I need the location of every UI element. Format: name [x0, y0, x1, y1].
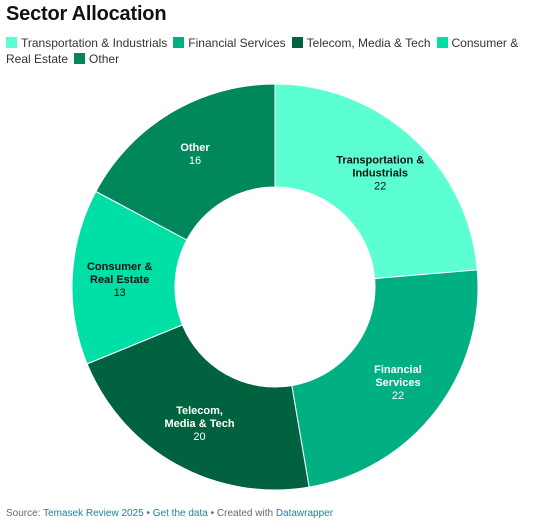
slice-category-label: Industrials [352, 168, 408, 180]
legend-label: Transportation & Industrials [21, 36, 168, 50]
legend-label: Other [89, 52, 120, 66]
slice-category-label: Transportation & [336, 155, 424, 167]
legend-swatch [436, 37, 448, 48]
slice-category-label: Real Estate [90, 274, 149, 286]
get-data-link[interactable]: Get the data [152, 508, 208, 519]
legend-item: Transportation & Industrials [6, 36, 167, 50]
legend: Transportation & Industrials Financial Se… [6, 35, 526, 67]
legend-label: Consumer & Real Estate [6, 36, 519, 66]
donut-slice [71, 190, 188, 365]
slice-value-label: 22 [374, 181, 386, 193]
source-link[interactable]: Temasek Review 2025 [43, 508, 144, 519]
chart-title: Sector Allocation [6, 3, 167, 25]
legend-item: Financial Services [173, 36, 286, 50]
created-prefix: Created with [216, 508, 274, 519]
separator: • [210, 508, 215, 519]
legend-item: Telecom, Media & Tech [291, 36, 431, 50]
slice-value-label: 20 [193, 431, 205, 443]
donut-slice [95, 83, 276, 241]
datawrapper-link[interactable]: Datawrapper [275, 508, 334, 519]
slice-category-label: Services [375, 377, 420, 389]
legend-item: Consumer & Real Estate [6, 36, 518, 66]
source-prefix: Source: [6, 508, 41, 519]
donut-slice [291, 269, 479, 488]
legend-swatch [173, 37, 185, 48]
slice-value-label: 22 [392, 390, 404, 402]
slice-category-label: Other [180, 142, 210, 154]
legend-swatch [291, 37, 303, 48]
legend-item: Other [74, 52, 119, 66]
slice-category-label: Telecom, [176, 405, 223, 417]
legend-label: Telecom, Media & Tech [306, 36, 431, 50]
slice-category-label: Media & Tech [164, 418, 234, 430]
slice-value-label: 13 [114, 287, 126, 299]
slice-category-label: Consumer & [87, 261, 152, 273]
legend-swatch [74, 53, 86, 64]
slice-value-label: 16 [189, 155, 201, 167]
legend-swatch [6, 37, 17, 48]
footer: Source: Temasek Review 2025 • Get the da… [6, 508, 333, 519]
donut-slice [274, 83, 478, 280]
separator: • [146, 508, 150, 519]
legend-label: Financial Services [188, 36, 286, 50]
slice-category-label: Financial [374, 364, 422, 376]
donut-slice [86, 324, 310, 491]
